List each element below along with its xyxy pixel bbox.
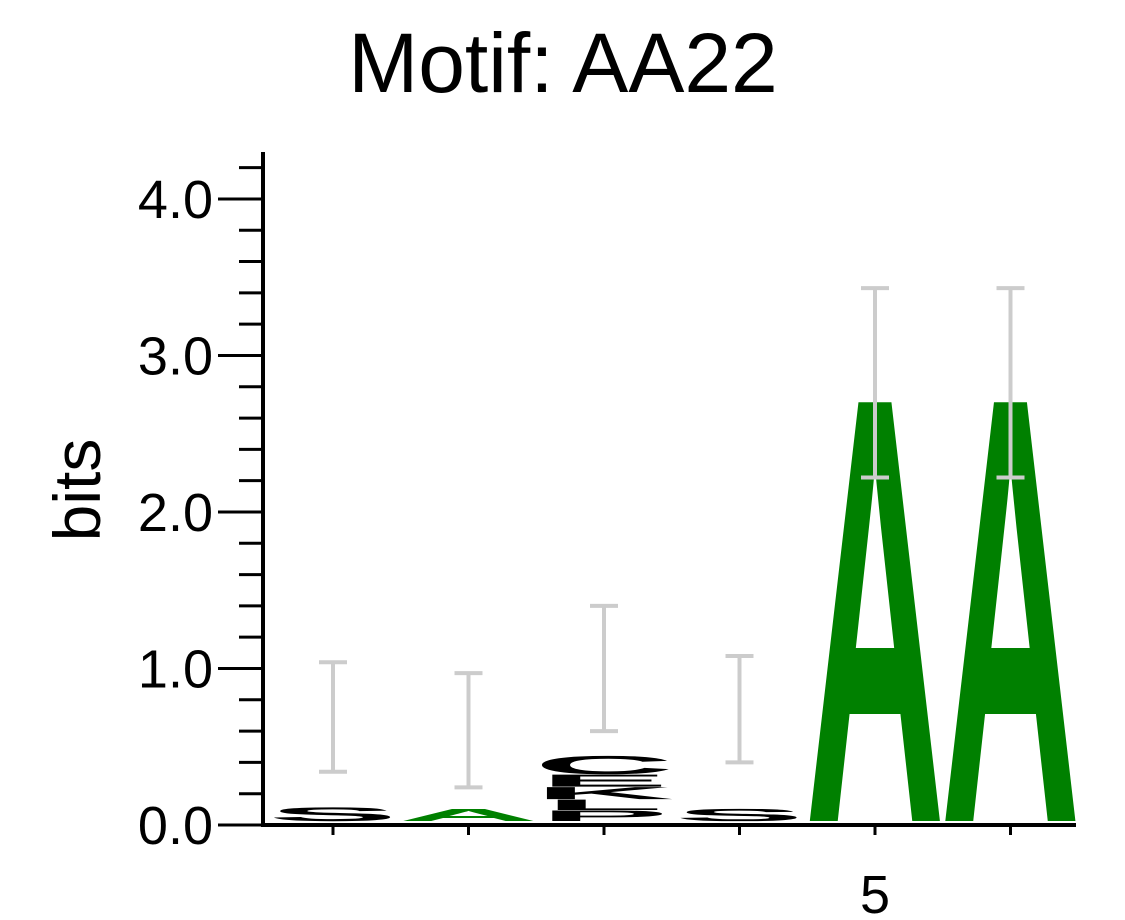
logo-letter-s: S bbox=[268, 803, 397, 825]
logo-letter-a: A bbox=[398, 805, 538, 824]
error-bar bbox=[725, 653, 754, 765]
y-tick-label: 4.0 bbox=[138, 170, 213, 230]
y-tick-label: 2.0 bbox=[138, 483, 213, 543]
error-bar bbox=[319, 660, 347, 774]
logo-letter-p: P bbox=[539, 807, 668, 824]
x-tick-label: 5 bbox=[860, 865, 890, 920]
logo-letter-c: C bbox=[534, 751, 674, 780]
logo-letter-e: E bbox=[539, 771, 668, 790]
y-tick-label: 3.0 bbox=[138, 326, 213, 386]
error-bar bbox=[454, 671, 483, 790]
y-tick-label: 0.0 bbox=[138, 796, 213, 856]
error-bar bbox=[590, 603, 618, 734]
logo-letter-s: S bbox=[675, 805, 804, 824]
y-axis-label: bits bbox=[40, 439, 114, 542]
chart-title: Motif: AA22 bbox=[348, 16, 778, 110]
logo-letter-k: K bbox=[534, 783, 674, 802]
error-bar bbox=[861, 286, 889, 480]
logo-letter-l: L bbox=[545, 796, 663, 813]
error-bar bbox=[996, 286, 1025, 480]
y-tick-label: 1.0 bbox=[138, 639, 213, 699]
